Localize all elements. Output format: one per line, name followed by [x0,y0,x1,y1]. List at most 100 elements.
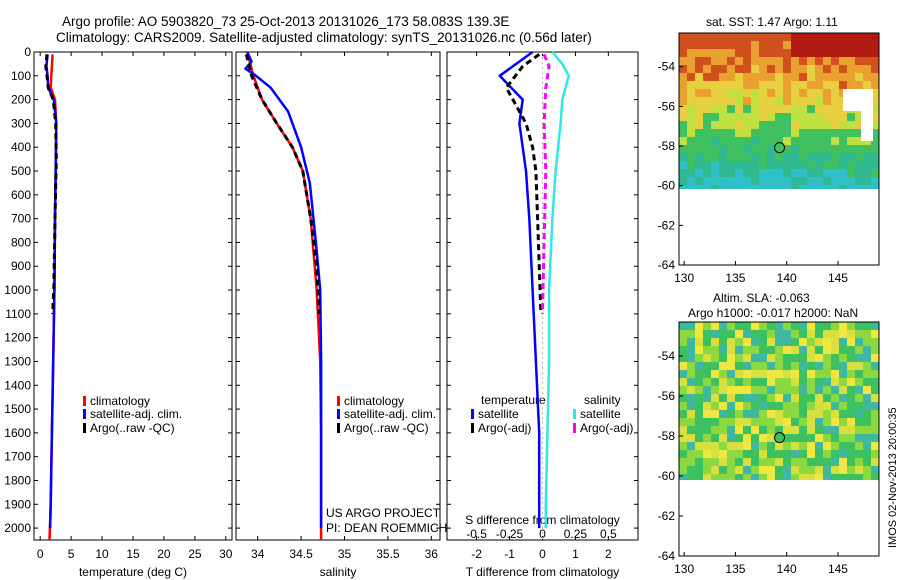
heatmap-cell [815,346,823,354]
heatmap-cell [751,81,759,89]
x-tick-label: 145 [828,562,848,576]
y-tick-label: 500 [11,164,31,178]
heatmap-cell [679,346,687,354]
heatmap-cell [703,113,711,121]
heatmap-cell [775,73,783,81]
sst-map: 130 135 140 145 -54 -56 -58 -60 -62 -64 [658,32,880,285]
legend-swatch-satellite: satellite-adj. clim. [337,407,436,421]
heatmap-cell [759,426,767,434]
heatmap-cell [831,402,839,410]
heatmap-cell [847,57,855,65]
heatmap-cell [831,177,839,185]
heatmap-cell [807,330,815,338]
series-line-temperature-satellite [498,50,541,529]
heatmap-cell [679,338,687,346]
heatmap-cell [871,338,879,346]
heatmap-cell [783,458,791,466]
heatmap-cell [703,185,711,189]
heatmap-cell [863,474,871,480]
legend-swatch-s-argo: Argo(-adj) [573,421,633,435]
heatmap-cell [871,161,879,169]
heatmap-cell [735,386,743,394]
heatmap-cell [863,57,871,65]
heatmap-cell [775,169,783,177]
heatmap-cell [831,322,839,330]
heatmap-cell [775,153,783,161]
heatmap-cell [727,418,735,426]
heatmap-cell [839,322,847,330]
heatmap-cell [839,378,847,386]
heatmap-cell [839,153,847,161]
y-tick-label: 800 [11,235,31,249]
heatmap-cell [783,466,791,474]
heatmap-cell [743,185,751,189]
heatmap-cell [855,458,863,466]
heatmap-cell [743,105,751,113]
heatmap-cell [847,41,855,49]
heatmap-cell [719,338,727,346]
heatmap-cell [695,161,703,169]
heatmap-cell [735,426,743,434]
heatmap-cell [743,57,751,65]
heatmap-cell [863,434,871,442]
figure-title-line1: Argo profile: AO 5903820_73 25-Oct-2013 … [62,14,510,29]
heatmap-cell [799,49,807,57]
heatmap-cell [831,105,839,113]
heatmap-cell [735,394,743,402]
heatmap-cell [695,41,703,49]
y-tick-label: -64 [658,549,676,563]
heatmap-cell [679,185,687,189]
heatmap-cell [783,362,791,370]
heatmap-cell [751,185,759,189]
heatmap-cell [863,81,871,89]
heatmap-cell [823,426,831,434]
heatmap-cell [735,121,743,129]
heatmap-cell [775,105,783,113]
heatmap-cell [719,113,727,121]
heatmap-cell [839,121,847,129]
heatmap-cell [759,113,767,121]
heatmap-cell [871,354,879,362]
heatmap-cell [743,49,751,57]
heatmap-cell [823,73,831,81]
heatmap-cell [839,426,847,434]
heatmap-cell [839,49,847,57]
heatmap-cell [855,442,863,450]
heatmap-cell [847,73,855,81]
heatmap-cell [839,137,847,145]
y-tick-label: 200 [11,93,31,107]
heatmap-cell [855,57,863,65]
heatmap-cell [799,346,807,354]
heatmap-cell [687,97,695,105]
heatmap-cell [807,450,815,458]
heatmap-cell [695,330,703,338]
heatmap-cell [679,137,687,145]
heatmap-cell [679,33,687,41]
heatmap-cell [799,105,807,113]
heatmap-cell [815,153,823,161]
heatmap-cell [823,338,831,346]
heatmap-cell [759,458,767,466]
heatmap-cell [847,49,855,57]
heatmap-cell [735,418,743,426]
heatmap-cell [775,330,783,338]
heatmap-cell [839,450,847,458]
heatmap-cell [799,121,807,129]
heatmap-cell [743,450,751,458]
heatmap-cell [695,81,703,89]
heatmap-cell [815,330,823,338]
heatmap-cell [727,410,735,418]
x-tick-label: 30 [219,547,233,561]
heatmap-cell [767,426,775,434]
heatmap-cell [807,73,815,81]
heatmap-cell [711,410,719,418]
heatmap-cell [703,161,711,169]
heatmap-cell [823,57,831,65]
heatmap-cell [695,442,703,450]
heatmap-cell [839,338,847,346]
heatmap-cell [687,113,695,121]
heatmap-cell [687,386,695,394]
heatmap-cell [695,410,703,418]
heatmap-cell [711,177,719,185]
heatmap-cell [807,57,815,65]
